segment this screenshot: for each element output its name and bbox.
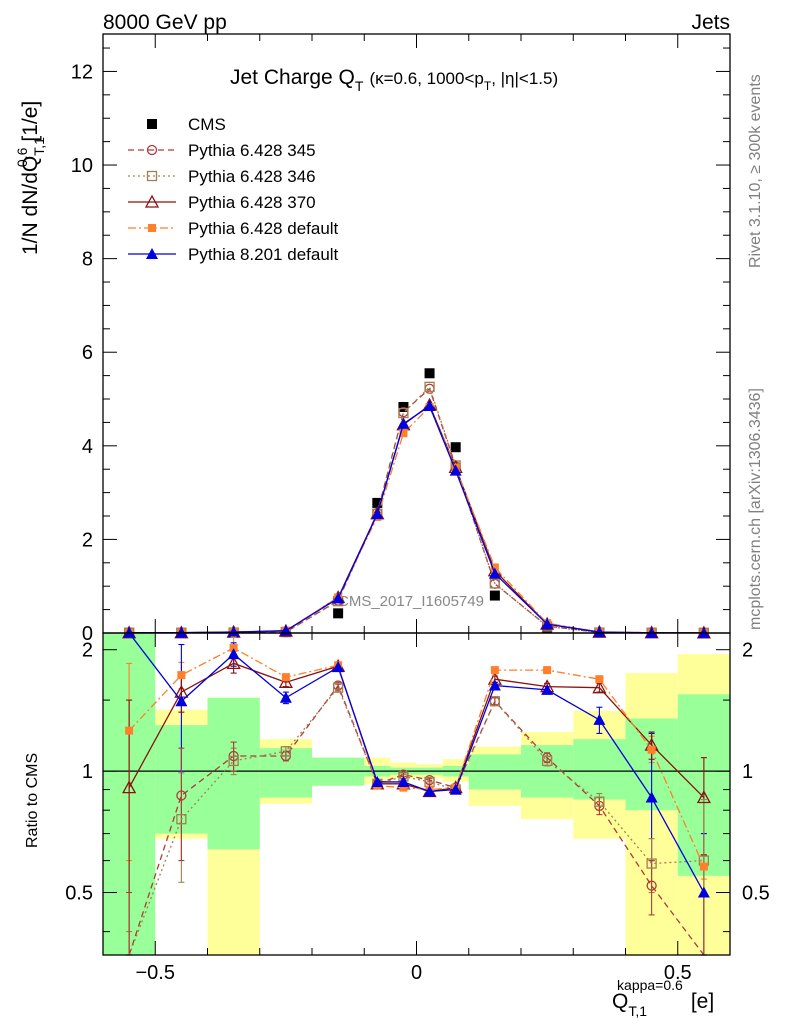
ratio-uncertainty-bands — [103, 633, 730, 955]
main-y-tick-label: 12 — [71, 61, 93, 83]
ratio-y-tick-label-right: 2 — [742, 640, 753, 662]
ratio-y-tick-label: 0.5 — [65, 883, 93, 905]
plot-title: Jet Charge QT (κ=0.6, 1000<pT, |η|<1.5) — [230, 66, 558, 94]
legend-marker-cms — [147, 119, 157, 129]
ratio-point-p6def — [595, 675, 603, 683]
ratio-y-tick-label-right: 1 — [742, 761, 753, 783]
main-y-tick-label: 2 — [82, 529, 93, 551]
ratio-point-p6def — [125, 727, 133, 735]
ratio-y-tick-label: 2 — [82, 640, 93, 662]
x-axis-label-sub: T,1 — [628, 1003, 647, 1019]
legend-entry-p345: Pythia 6.428 345 — [128, 141, 316, 160]
mcplots-label: mcplots.cern.ch [arXiv:1306.3436] — [747, 388, 764, 630]
legend-label-p345: Pythia 6.428 345 — [188, 141, 316, 160]
main-y-axis-label-unit: [1/e] — [19, 101, 42, 142]
legend-entry-p8: Pythia 8.201 default — [128, 245, 339, 264]
legend-entry-p6def: Pythia 6.428 default — [128, 219, 339, 238]
ratio-point-p6def — [177, 671, 185, 679]
band-inner-bin — [573, 739, 625, 799]
band-inner-bin — [469, 754, 521, 789]
x-axis-label-unit: [e] — [691, 990, 714, 1013]
ratio-y-tick-label-right: 0.5 — [742, 883, 770, 905]
x-tick-label: 0 — [411, 962, 422, 984]
plot-title-cond: (κ=0.6, 1000<p — [369, 69, 483, 88]
ratio-point-p6def — [543, 666, 551, 674]
jet-charge-figure: 8000 GeV pp Jets Rivet 3.1.10, ≥ 300k ev… — [0, 0, 786, 1024]
legend-label-cms: CMS — [188, 115, 226, 134]
ratio-point-p6def — [282, 673, 290, 681]
legend-label-p6def: Pythia 6.428 default — [188, 219, 339, 238]
main-y-axis-label-sup: 0.6 — [14, 147, 30, 167]
x-tick-label: 0.5 — [664, 962, 692, 984]
ratio-point-p6def — [491, 666, 499, 674]
main-y-tick-label: 8 — [82, 249, 93, 271]
plot-title-main: Jet Charge Q — [230, 66, 355, 89]
main-y-tick-label: 10 — [71, 155, 93, 177]
legend: CMS Pythia 6.428 345 Pythia 6.428 346 Pythi… — [128, 115, 339, 264]
x-axis-label-text: Q — [612, 990, 628, 1013]
header-process-label: Jets — [691, 11, 730, 34]
ratio-point-p6def — [700, 863, 708, 871]
main-y-axis-label-text: 1/N dN/dQ — [19, 156, 42, 255]
legend-label-p346: Pythia 6.428 346 — [188, 167, 316, 186]
data-point-p8 — [397, 418, 409, 429]
ratio-point-p6def — [648, 746, 656, 754]
data-point-cms — [490, 591, 500, 601]
data-point-cms — [333, 608, 343, 618]
ratio-y-axis-label: Ratio to CMS — [24, 753, 41, 848]
ratio-y-tick-label: 1 — [82, 761, 93, 783]
analysis-watermark: CMS_2017_I1605749 — [338, 593, 484, 610]
main-y-tick-label: 4 — [82, 436, 93, 458]
data-point-cms — [451, 442, 461, 452]
data-point-cms — [425, 368, 435, 378]
main-y-tick-label: 6 — [82, 342, 93, 364]
legend-entry-p346: Pythia 6.428 346 — [128, 167, 316, 186]
x-tick-label: −0.5 — [136, 962, 175, 984]
plot-title-main-sub: T — [355, 78, 364, 94]
main-y-axis-label: 1/N dN/dQT,10.6 [1/e] — [14, 101, 47, 255]
plot-title-cond-post: , |η|<1.5) — [491, 69, 558, 88]
legend-label-p370: Pythia 6.428 370 — [188, 193, 316, 212]
legend-label-p8: Pythia 8.201 default — [188, 245, 339, 264]
header-energy-label: 8000 GeV pp — [103, 11, 227, 34]
legend-marker-p6def — [148, 224, 156, 232]
legend-entry-p370: Pythia 6.428 370 — [128, 193, 316, 212]
legend-entry-cms: CMS — [147, 115, 226, 134]
rivet-version-label: Rivet 3.1.10, ≥ 300k events — [747, 74, 764, 268]
